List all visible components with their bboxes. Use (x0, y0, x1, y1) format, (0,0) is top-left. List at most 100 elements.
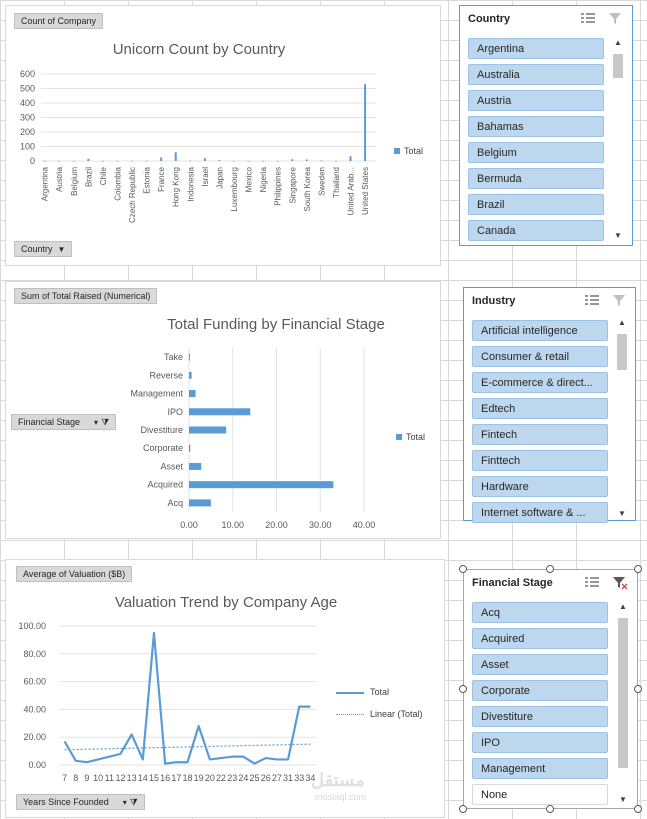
y-tick-label: 60.00 (23, 677, 46, 687)
scrollbar[interactable]: ▲ ▼ (617, 318, 627, 518)
slicer-item[interactable]: Austria (468, 90, 604, 111)
x-tick-label: 10.00 (221, 520, 244, 530)
resize-handle[interactable] (634, 565, 642, 573)
chart-unicorn-count[interactable]: Count of Company Unicorn Count by Countr… (5, 5, 441, 266)
y-tick-label: 300 (20, 113, 35, 123)
resize-handle[interactable] (459, 685, 467, 693)
y-tick-label: Take (164, 352, 183, 362)
bar (218, 160, 221, 161)
bar (160, 157, 163, 161)
y-tick-label: 100.00 (18, 621, 46, 631)
y-tick-label: 400 (20, 98, 35, 108)
slicer-item[interactable]: IPO (472, 732, 608, 753)
slicer-item[interactable]: Finttech (472, 450, 608, 471)
slicer-item[interactable]: Hardware (472, 476, 608, 497)
bar (116, 160, 119, 162)
x-tick-label: France (157, 166, 166, 191)
x-tick-label: Colombia (113, 166, 122, 200)
slicer-item[interactable]: E-commerce & direct... (472, 372, 608, 393)
slicer-item[interactable]: Artificial intelligence (472, 320, 608, 341)
chart3-legend-total: Total (336, 687, 389, 697)
x-tick-label: 30.00 (309, 520, 332, 530)
slicer-financial-stage[interactable]: Financial Stage Acq Acquired Asset Corporat… (463, 569, 638, 809)
scrollbar[interactable]: ▲ ▼ (618, 602, 628, 804)
slicer-item[interactable]: Edtech (472, 398, 608, 419)
x-tick-label: 13 (127, 773, 137, 783)
multi-select-icon[interactable] (580, 12, 596, 26)
slicer-title: Country (468, 13, 511, 25)
chart1-legend: Total (394, 146, 423, 156)
y-tick-label: 20.00 (23, 732, 46, 742)
axis-field-button-country[interactable]: Country ▼ (14, 241, 73, 257)
resize-handle[interactable] (459, 565, 467, 573)
slicer-industry[interactable]: Industry Artificial intelligence Consumer… (463, 287, 636, 523)
slicer-item[interactable]: None (472, 784, 608, 805)
x-tick-label: 8 (73, 773, 78, 783)
clear-filter-icon[interactable] (612, 294, 628, 308)
slicer-item[interactable]: Australia (468, 64, 604, 85)
bar (189, 444, 191, 452)
x-tick-label: Philippines (274, 167, 283, 206)
slicer-item[interactable]: Canada (468, 220, 604, 241)
x-tick-label: South Korea (303, 166, 312, 211)
value-field-button[interactable]: Sum of Total Raised (Numerical) (14, 288, 158, 304)
bar (174, 152, 177, 161)
multi-select-icon[interactable] (584, 294, 600, 308)
x-tick-label: Nigeria (259, 166, 268, 192)
bar (203, 158, 206, 161)
x-tick-label: 10 (93, 773, 103, 783)
slicer-item[interactable]: Belgium (468, 142, 604, 163)
bar (305, 159, 308, 161)
x-tick-label: 15 (149, 773, 159, 783)
value-field-button[interactable]: Average of Valuation ($B) (16, 566, 133, 582)
slicer-item[interactable]: Fintech (472, 424, 608, 445)
resize-handle[interactable] (546, 805, 554, 813)
slicer-item[interactable]: Corporate (472, 680, 608, 701)
chart-valuation-trend[interactable]: Average of Valuation ($B) Valuation Tren… (5, 559, 445, 818)
slicer-item[interactable]: Internet software & ... (472, 502, 608, 523)
chart3-legend-trend: Linear (Total) (336, 709, 423, 719)
watermark-logo: مستقل (311, 770, 365, 790)
scrollbar[interactable]: ▲ ▼ (613, 38, 623, 240)
x-tick-label: Mexico (245, 166, 254, 192)
resize-handle[interactable] (634, 805, 642, 813)
slicer-item[interactable]: Acq (472, 602, 608, 623)
slicer-items: Argentina Australia Austria Bahamas Belgium B… (468, 38, 604, 246)
resize-handle[interactable] (546, 565, 554, 573)
slicer-country[interactable]: Country Argentina Australia Austria Bahamas… (459, 5, 633, 246)
y-tick-label: 100 (20, 142, 35, 152)
y-tick-label: Management (130, 389, 183, 399)
slicer-item[interactable]: Divestiture (472, 706, 608, 727)
slicer-item[interactable]: Acquired (472, 628, 608, 649)
value-field-button[interactable]: Count of Company (14, 13, 104, 29)
x-tick-label: Czech Republic (128, 167, 137, 223)
bar (189, 481, 334, 489)
x-tick-label: Argentina (41, 166, 50, 201)
x-tick-label: 40.00 (353, 520, 376, 530)
chart-total-funding[interactable]: Sum of Total Raised (Numerical) Total Fu… (5, 281, 441, 539)
axis-field-button-years[interactable]: Years Since Founded ▾ ⧩ (16, 794, 145, 810)
bar (145, 160, 148, 162)
bar (72, 160, 75, 162)
x-tick-label: Sweden (317, 167, 326, 196)
resize-handle[interactable] (459, 805, 467, 813)
clear-filter-icon[interactable] (608, 12, 624, 26)
slicer-item[interactable]: Bahamas (468, 116, 604, 137)
slicer-item[interactable]: Bermuda (468, 168, 604, 189)
bar (43, 160, 46, 162)
slicer-item[interactable]: Brazil (468, 194, 604, 215)
bar (189, 462, 202, 470)
watermark-url: mostaql.com (315, 792, 367, 802)
slicer-item[interactable]: Argentina (468, 38, 604, 59)
slicer-item[interactable]: Asset (472, 654, 608, 675)
multi-select-icon[interactable] (584, 576, 600, 590)
slicer-item[interactable]: Management (472, 758, 608, 779)
x-tick-label: 19 (194, 773, 204, 783)
axis-field-button-financial-stage[interactable]: Financial Stage ▾ ⧩ (11, 414, 117, 430)
slicer-item[interactable]: Consumer & retail (472, 346, 608, 367)
bar (189, 160, 192, 162)
slicer-title: Industry (472, 295, 516, 307)
clear-filter-icon[interactable] (612, 576, 628, 590)
resize-handle[interactable] (634, 685, 642, 693)
x-tick-label: 26 (261, 773, 271, 783)
